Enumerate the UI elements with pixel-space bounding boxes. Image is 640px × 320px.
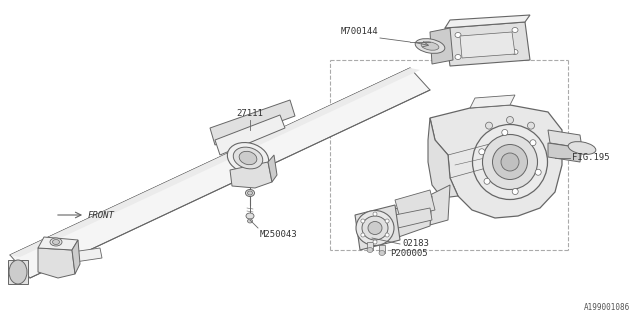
Ellipse shape bbox=[373, 212, 377, 216]
Ellipse shape bbox=[234, 152, 269, 178]
Polygon shape bbox=[395, 208, 432, 228]
Ellipse shape bbox=[483, 134, 538, 189]
Polygon shape bbox=[10, 68, 430, 278]
Ellipse shape bbox=[506, 116, 513, 124]
Ellipse shape bbox=[52, 239, 60, 244]
Ellipse shape bbox=[455, 54, 461, 60]
Polygon shape bbox=[10, 68, 420, 257]
Ellipse shape bbox=[246, 189, 255, 196]
Ellipse shape bbox=[568, 142, 596, 154]
Text: M700144: M700144 bbox=[340, 27, 378, 36]
Polygon shape bbox=[230, 162, 272, 188]
Ellipse shape bbox=[527, 122, 534, 129]
Polygon shape bbox=[268, 155, 277, 182]
Text: FIG.195: FIG.195 bbox=[572, 154, 610, 163]
Polygon shape bbox=[8, 260, 28, 284]
Polygon shape bbox=[395, 190, 435, 218]
Polygon shape bbox=[215, 115, 285, 155]
Ellipse shape bbox=[246, 213, 254, 219]
Ellipse shape bbox=[239, 151, 257, 165]
Ellipse shape bbox=[373, 240, 377, 244]
Ellipse shape bbox=[368, 221, 382, 235]
Ellipse shape bbox=[50, 238, 62, 246]
Polygon shape bbox=[428, 118, 458, 198]
Polygon shape bbox=[367, 242, 373, 250]
Ellipse shape bbox=[361, 233, 365, 237]
Ellipse shape bbox=[379, 251, 385, 255]
Polygon shape bbox=[355, 205, 400, 250]
Text: P200005: P200005 bbox=[390, 250, 428, 259]
Ellipse shape bbox=[248, 219, 253, 223]
Ellipse shape bbox=[356, 211, 394, 245]
Polygon shape bbox=[470, 95, 515, 108]
Polygon shape bbox=[72, 240, 80, 274]
Ellipse shape bbox=[240, 156, 264, 174]
Ellipse shape bbox=[421, 42, 439, 50]
Ellipse shape bbox=[512, 50, 518, 54]
Text: M250043: M250043 bbox=[260, 230, 298, 239]
Ellipse shape bbox=[455, 33, 461, 37]
Polygon shape bbox=[379, 245, 385, 253]
Ellipse shape bbox=[479, 149, 485, 155]
Ellipse shape bbox=[501, 153, 519, 171]
Ellipse shape bbox=[530, 140, 536, 146]
Ellipse shape bbox=[493, 145, 527, 180]
Polygon shape bbox=[38, 237, 78, 250]
Polygon shape bbox=[430, 28, 453, 64]
Ellipse shape bbox=[535, 169, 541, 175]
Ellipse shape bbox=[472, 124, 547, 199]
Ellipse shape bbox=[248, 191, 253, 195]
Ellipse shape bbox=[361, 219, 365, 223]
Ellipse shape bbox=[362, 216, 388, 240]
Ellipse shape bbox=[367, 247, 373, 252]
Polygon shape bbox=[390, 196, 432, 240]
Ellipse shape bbox=[385, 233, 389, 237]
Ellipse shape bbox=[233, 147, 263, 169]
Polygon shape bbox=[548, 143, 582, 162]
Polygon shape bbox=[72, 248, 102, 262]
Polygon shape bbox=[430, 105, 562, 218]
Ellipse shape bbox=[486, 122, 493, 129]
Text: 02183: 02183 bbox=[402, 239, 429, 249]
Polygon shape bbox=[445, 15, 530, 28]
Polygon shape bbox=[445, 22, 530, 66]
Ellipse shape bbox=[512, 188, 518, 195]
Polygon shape bbox=[548, 130, 582, 148]
Polygon shape bbox=[460, 32, 515, 58]
Polygon shape bbox=[38, 248, 75, 278]
Polygon shape bbox=[210, 100, 295, 145]
Ellipse shape bbox=[227, 142, 269, 173]
Text: A199001086: A199001086 bbox=[584, 303, 630, 312]
Ellipse shape bbox=[415, 39, 445, 53]
Ellipse shape bbox=[512, 28, 518, 33]
Ellipse shape bbox=[385, 219, 389, 223]
Text: 27111: 27111 bbox=[237, 109, 264, 118]
Ellipse shape bbox=[484, 178, 490, 184]
Text: FRONT: FRONT bbox=[88, 211, 115, 220]
Ellipse shape bbox=[9, 260, 27, 284]
Ellipse shape bbox=[502, 130, 508, 135]
Polygon shape bbox=[430, 185, 450, 225]
